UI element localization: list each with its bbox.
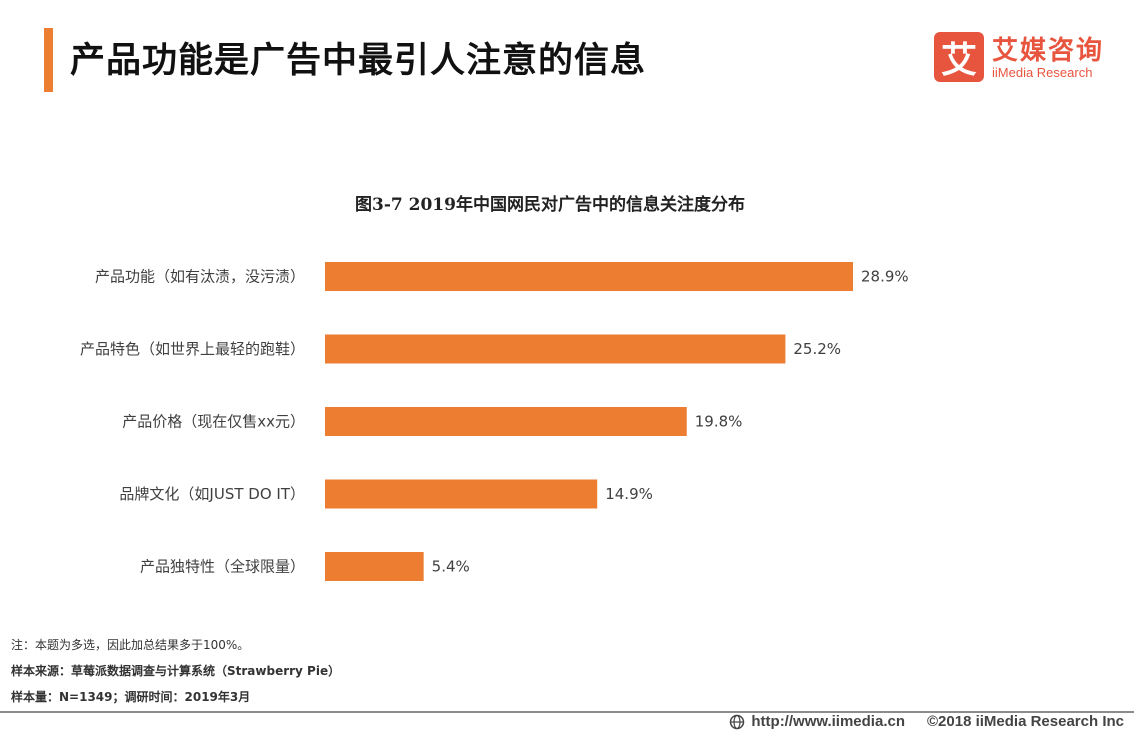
value-label: 14.9%	[605, 485, 653, 503]
category-label: 产品功能（如有汰渍，没污渍）	[95, 268, 305, 286]
bar	[325, 407, 687, 436]
category-label: 产品价格（现在仅售xx元）	[122, 413, 305, 431]
category-label: 品牌文化（如JUST DO IT）	[119, 485, 305, 503]
notes: 注：本题为多选，因此加总结果多于100%。 样本来源：草莓派数据调查与计算系统（…	[11, 632, 340, 710]
globe-icon	[730, 714, 745, 729]
value-label: 19.8%	[695, 413, 743, 431]
iimedia-logo: 艾 艾媒咨询 iiMedia Research	[934, 32, 1124, 86]
page-title: 产品功能是广告中最引人注意的信息	[70, 41, 647, 81]
note-multi-select: 注：本题为多选，因此加总结果多于100%。	[11, 638, 250, 652]
category-label: 产品独特性（全球限量）	[140, 558, 305, 576]
bar	[325, 479, 598, 509]
logo-mark-icon: 艾	[934, 32, 984, 82]
category-label: 产品特色（如世界上最轻的跑鞋）	[80, 340, 305, 358]
bar	[325, 334, 786, 364]
footer-url-link[interactable]: http://www.iimedia.cn	[751, 713, 905, 730]
value-label: 28.9%	[861, 268, 909, 286]
bar-chart: 产品功能（如有汰渍，没污渍） 28.9% 产品特色（如世界上最轻的跑鞋） 25.2% 产…	[80, 262, 909, 581]
note-sample: 样本量：N=1349；调研时间：2019年3月	[11, 690, 251, 704]
bar	[325, 552, 424, 581]
bar	[325, 262, 853, 291]
logo-name-cn: 艾媒咨询	[992, 36, 1105, 66]
title-accent-bar	[44, 28, 53, 92]
footer: http://www.iimedia.cn ©2018 iiMedia Rese…	[729, 713, 1124, 730]
logo-name-en: iiMedia Research	[992, 65, 1093, 80]
footer-copyright: ©2018 iiMedia Research Inc	[927, 713, 1124, 730]
note-source: 样本来源：草莓派数据调查与计算系统（Strawberry Pie）	[11, 664, 341, 678]
footer-divider	[0, 711, 1134, 713]
chart-title: 图3-7 2019年中国网民对广告中的信息关注度分布	[355, 195, 745, 215]
value-label: 25.2%	[793, 340, 841, 358]
value-label: 5.4%	[432, 558, 470, 576]
